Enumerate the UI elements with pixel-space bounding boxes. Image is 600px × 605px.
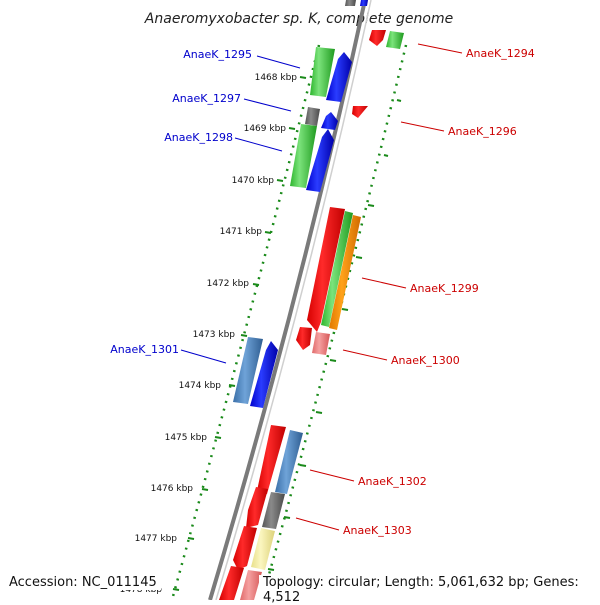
gene-label-anaek-1299[interactable]: AnaeK_1299	[410, 282, 479, 295]
gene-label-anaek-1300[interactable]: AnaeK_1300	[391, 354, 460, 367]
map-title: Anaeromyxobacter sp. K, complete genome	[144, 11, 453, 27]
gene-lower-red-2	[219, 566, 244, 600]
tick-mark-1474	[228, 384, 236, 387]
tick-mark-1471	[264, 231, 272, 234]
gene-label-anaek-1301[interactable]: AnaeK_1301	[110, 343, 179, 356]
tick-label-1471: 1471 kbp	[220, 227, 263, 237]
gene-anaek-1302-red	[256, 425, 286, 496]
leader-line-1299	[361, 277, 407, 289]
tick-mark-right-4	[355, 256, 363, 259]
leader-lines	[180, 43, 463, 531]
leader-line-1303	[295, 517, 340, 531]
gene-label-anaek-1298[interactable]: AnaeK_1298	[164, 131, 233, 144]
gene-anaek-1297-blue	[321, 112, 338, 130]
left-dotted-track	[170, 44, 321, 600]
gene-label-anaek-1295[interactable]: AnaeK_1295	[183, 48, 252, 61]
gene-label-anaek-1302[interactable]: AnaeK_1302	[358, 475, 427, 488]
gene-lower-red-1	[233, 526, 257, 570]
gene-anaek-1301-blue	[250, 341, 278, 408]
genome-backbone-inner	[215, 0, 372, 600]
gene-anaek-1300-pink	[312, 332, 330, 355]
tick-mark-right-7	[315, 411, 323, 414]
gene-anaek-1301-steel	[233, 337, 263, 404]
gene-label-anaek-1297[interactable]: AnaeK_1297	[172, 92, 241, 105]
gene-anaek-1299-red	[307, 207, 345, 332]
tick-label-1477: 1477 kbp	[135, 534, 178, 544]
tick-marks-right	[267, 99, 402, 571]
tick-mark-1473	[240, 334, 248, 337]
tick-label-1472: 1472 kbp	[207, 279, 250, 289]
leader-line-1296	[400, 121, 445, 132]
tick-mark-1469	[288, 127, 296, 130]
leader-line-1297	[243, 98, 292, 112]
right-dotted-track	[260, 44, 408, 600]
tick-mark-right-3	[367, 204, 375, 207]
gene-anaek-1299-orange	[329, 215, 361, 330]
gene-anaek-1299-green	[321, 211, 353, 327]
tick-mark-right-8	[299, 464, 307, 467]
gene-anaek-1296-red	[352, 106, 368, 118]
tick-mark-1470	[276, 179, 284, 182]
gene-anaek-1295-green	[310, 47, 335, 97]
leader-line-1294	[417, 43, 463, 54]
leader-line-1295	[256, 55, 301, 69]
tick-label-1468: 1468 kbp	[255, 73, 298, 83]
gene-top-blue	[360, 0, 368, 6]
gene-anaek-1302-steel	[275, 430, 303, 494]
gene-features	[219, 0, 404, 600]
gene-lower-pink	[240, 570, 262, 600]
gene-label-anaek-1294[interactable]: AnaeK_1294	[466, 47, 535, 60]
tick-label-1478: 1478 kbp	[120, 585, 163, 595]
tick-label-1476: 1476 kbp	[151, 484, 194, 494]
gene-label-anaek-1296[interactable]: AnaeK_1296	[448, 125, 517, 138]
tick-mark-right-10	[267, 568, 275, 571]
gene-labels: AnaeK_1294 AnaeK_1295 AnaeK_1296 AnaeK_1…	[110, 47, 534, 537]
leader-line-1298	[234, 137, 283, 152]
tick-mark-right-5	[341, 308, 349, 311]
tick-mark-right-1	[396, 99, 402, 102]
leader-line-1301	[180, 349, 227, 364]
gene-anaek-1303-grey	[262, 492, 285, 529]
gene-anaek-1295-blue	[326, 52, 352, 102]
tick-marks	[172, 76, 307, 591]
accession-text: Accession: NC_011145	[9, 575, 161, 590]
tick-mark-right-2	[383, 154, 389, 157]
gene-lower-yellow	[251, 528, 275, 570]
tick-mark-right-6	[329, 359, 337, 362]
leader-line-1300	[342, 349, 388, 361]
gene-anaek-1298-green	[290, 124, 317, 188]
topology-text: Topology: circular; Length: 5,061,632 bp…	[259, 575, 600, 605]
tick-label-1470: 1470 kbp	[232, 176, 275, 186]
gene-anaek-1294-green	[386, 31, 404, 49]
tick-mark-1468	[299, 76, 307, 79]
gene-anaek-1303-red	[246, 487, 268, 528]
tick-labels: 1468 kbp 1469 kbp 1470 kbp 1471 kbp 1472…	[120, 73, 298, 595]
tick-mark-1475	[214, 436, 222, 439]
tick-mark-1472	[252, 283, 260, 286]
gene-anaek-1294-red	[369, 30, 386, 46]
leader-line-1302	[309, 469, 355, 482]
tick-label-1475: 1475 kbp	[165, 433, 208, 443]
gene-top-grey	[345, 0, 356, 6]
tick-mark-right-9	[283, 516, 291, 519]
gene-label-anaek-1303[interactable]: AnaeK_1303	[343, 524, 412, 537]
tick-mark-1477	[187, 537, 195, 540]
tick-mark-1478	[172, 588, 180, 591]
tick-label-1473: 1473 kbp	[193, 330, 236, 340]
gene-anaek-1300-red	[296, 327, 312, 350]
gene-anaek-1298-blue	[306, 129, 334, 192]
tick-label-1474: 1474 kbp	[179, 381, 222, 391]
gene-anaek-1297-grey	[305, 107, 320, 126]
tick-label-1469: 1469 kbp	[244, 124, 287, 134]
tick-mark-1476	[201, 488, 209, 491]
genome-backbone-outer	[208, 0, 367, 600]
